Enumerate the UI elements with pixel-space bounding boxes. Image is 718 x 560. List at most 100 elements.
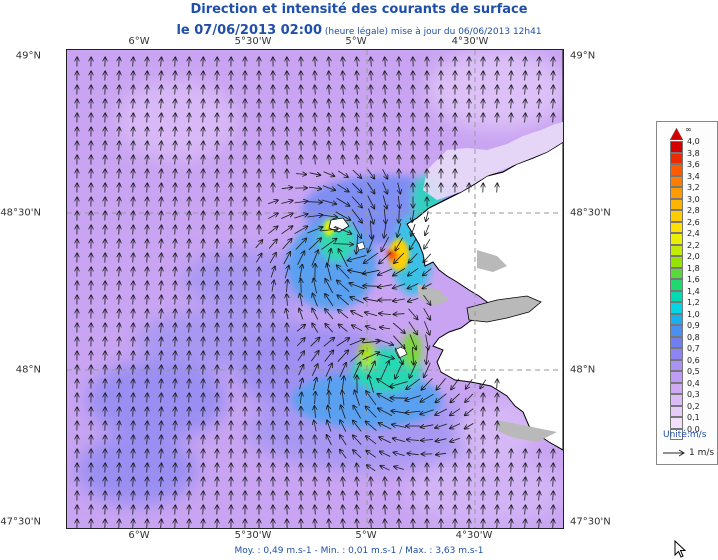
- chart-title: Direction et intensité des courants de s…: [190, 2, 528, 17]
- current-arrow: [357, 114, 358, 123]
- current-arrow: [203, 58, 204, 67]
- current-arrow: [350, 297, 364, 304]
- current-arrow: [175, 408, 176, 417]
- current-arrow: [119, 422, 120, 431]
- current-arrow: [147, 86, 148, 95]
- current-arrow: [424, 239, 431, 248]
- current-arrow: [119, 380, 120, 389]
- current-arrow: [436, 439, 447, 442]
- current-arrow: [525, 100, 526, 109]
- current-arrow: [312, 309, 319, 320]
- current-arrow: [407, 440, 420, 441]
- current-arrow: [147, 422, 148, 431]
- current-arrow: [189, 254, 190, 263]
- current-arrow: [398, 195, 399, 208]
- current-map[interactable]: [66, 49, 564, 529]
- current-arrow: [385, 128, 386, 137]
- current-arrow: [147, 464, 148, 473]
- current-arrow: [420, 409, 434, 415]
- current-arrow: [325, 364, 332, 377]
- current-arrow: [323, 338, 334, 347]
- current-arrow: [409, 253, 418, 262]
- current-arrow: [329, 142, 330, 151]
- current-arrow: [343, 128, 344, 137]
- current-arrow: [371, 100, 372, 109]
- current-arrow: [203, 310, 204, 319]
- legend-swatch: [670, 164, 683, 176]
- current-arrow: [348, 255, 367, 261]
- current-arrow: [436, 393, 447, 403]
- current-arrow: [299, 309, 304, 320]
- current-arrow: [357, 100, 358, 109]
- current-arrow: [313, 378, 317, 391]
- current-arrow: [357, 156, 358, 165]
- legend-label: 3,4: [687, 171, 700, 181]
- legend-label: 1,2: [687, 298, 700, 307]
- current-arrow: [525, 72, 526, 81]
- current-arrow: [297, 351, 304, 361]
- current-arrow: [352, 183, 361, 192]
- current-arrow: [412, 347, 413, 365]
- current-arrow: [351, 209, 362, 222]
- current-arrow: [363, 269, 380, 273]
- current-arrow: [315, 100, 316, 109]
- legend-label: 2,2: [687, 240, 700, 250]
- current-arrow: [328, 406, 331, 419]
- current-arrow: [175, 366, 176, 375]
- current-arrow: [308, 238, 321, 251]
- current-arrow: [385, 86, 386, 95]
- current-arrow: [175, 520, 176, 528]
- current-arrow: [311, 364, 317, 376]
- current-arrow: [189, 380, 190, 389]
- lon-label-top-5w: 5°W: [345, 36, 367, 47]
- current-arrow: [343, 58, 344, 67]
- current-arrow: [329, 450, 330, 459]
- current-arrow: [553, 450, 554, 459]
- legend-label: 2,0: [687, 252, 700, 261]
- current-arrow: [147, 282, 148, 291]
- current-arrow: [315, 392, 316, 405]
- current-arrow: [378, 394, 393, 403]
- current-arrows: [77, 58, 554, 528]
- legend-label: 0,1: [687, 413, 700, 422]
- current-arrow: [189, 282, 190, 291]
- current-arrow: [357, 492, 358, 501]
- current-arrow: [161, 128, 162, 137]
- current-arrow: [161, 338, 162, 347]
- current-arrow: [294, 214, 307, 219]
- current-arrow: [385, 506, 386, 515]
- current-arrow: [323, 171, 335, 176]
- current-arrow: [371, 142, 372, 151]
- land-brittany: [406, 50, 563, 451]
- current-arrow: [281, 187, 292, 188]
- current-arrow: [408, 321, 417, 335]
- current-arrow: [426, 210, 428, 221]
- current-arrow: [133, 520, 134, 528]
- current-arrow: [189, 156, 190, 165]
- current-arrow: [343, 114, 344, 123]
- current-arrow: [203, 156, 204, 165]
- current-arrow: [189, 422, 190, 431]
- current-arrow: [119, 198, 120, 207]
- current-arrow: [189, 100, 190, 109]
- current-arrow: [203, 254, 204, 263]
- current-arrow: [147, 338, 148, 347]
- current-arrow: [390, 381, 408, 387]
- current-arrow: [119, 254, 120, 263]
- current-arrow: [450, 423, 461, 429]
- current-arrow: [175, 212, 176, 221]
- current-arrow: [203, 268, 204, 277]
- current-arrow: [189, 324, 190, 333]
- legend-label: 1,8: [687, 263, 700, 273]
- current-arrow: [133, 352, 134, 361]
- current-arrow: [553, 58, 554, 67]
- current-arrow: [147, 170, 148, 179]
- current-arrow: [497, 478, 498, 487]
- current-arrow: [189, 184, 190, 193]
- current-arrow: [392, 425, 407, 428]
- legend-swatch: [670, 325, 683, 337]
- current-arrow: [385, 156, 386, 165]
- current-arrow: [203, 128, 204, 137]
- current-arrow: [119, 282, 120, 291]
- current-arrow: [315, 478, 316, 487]
